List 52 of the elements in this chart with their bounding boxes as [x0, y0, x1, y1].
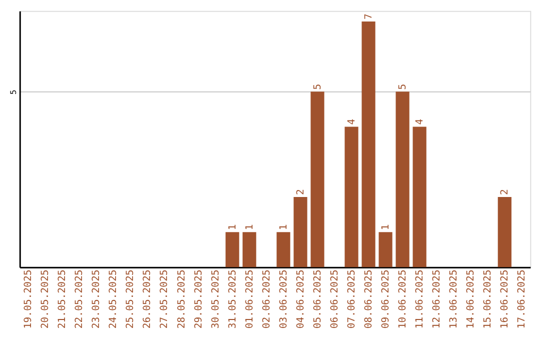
data-label: 5 [312, 84, 324, 90]
x-tick-label: 09.06.2025 [380, 270, 392, 329]
bar [310, 92, 324, 268]
bar [242, 232, 256, 268]
bar [362, 21, 376, 268]
x-tick-label: 28.05.2025 [176, 270, 188, 329]
bar [412, 126, 426, 268]
x-tick-label: 20.05.2025 [40, 270, 52, 329]
bar [396, 92, 410, 268]
x-tick-label: 29.05.2025 [193, 270, 204, 329]
x-tick-label: 08.06.2025 [363, 270, 374, 329]
x-tick-label: 02.06.2025 [261, 270, 272, 329]
data-label: 7 [363, 13, 374, 20]
x-tick-label: 07.06.2025 [346, 270, 358, 329]
bar [226, 232, 240, 268]
x-tick-label: 21.05.2025 [57, 270, 68, 329]
x-tick-label: 17.06.2025 [516, 270, 528, 329]
x-tick-label: 15.06.2025 [482, 270, 494, 329]
x-tick-label: 05.06.2025 [312, 270, 324, 329]
data-label: 1 [278, 224, 290, 230]
x-tick-label: 24.05.2025 [108, 270, 120, 329]
x-tick-label: 31.05.2025 [227, 270, 238, 329]
bar [498, 196, 512, 268]
x-tick-label: 27.05.2025 [159, 270, 170, 329]
x-tick-label: 16.06.2025 [500, 270, 511, 329]
data-label: 1 [244, 224, 256, 230]
x-tick-label: 03.06.2025 [278, 270, 290, 329]
x-tick-label: 19.05.2025 [23, 270, 34, 329]
bar [378, 232, 392, 268]
data-label: 4 [346, 118, 358, 125]
bar [344, 126, 358, 268]
data-label: 1 [380, 224, 392, 230]
x-tick-label: 25.05.2025 [125, 270, 136, 329]
bar [276, 232, 290, 268]
x-tick-label: 01.06.2025 [244, 270, 256, 329]
x-tick-label: 12.06.2025 [432, 270, 443, 329]
x-tick-label: 10.06.2025 [397, 270, 408, 329]
data-label: 4 [414, 118, 426, 125]
x-tick-label: 06.06.2025 [329, 270, 340, 329]
x-tick-label: 04.06.2025 [295, 270, 306, 329]
data-label: 5 [397, 84, 408, 90]
x-tick-label: 30.05.2025 [210, 270, 222, 329]
x-tick-label: 13.06.2025 [448, 270, 460, 329]
x-tick-label: 22.05.2025 [74, 270, 86, 329]
data-label: 2 [500, 189, 511, 195]
x-tick-label: 11.06.2025 [414, 270, 426, 329]
x-tick-label: 23.05.2025 [91, 270, 102, 329]
data-label: 2 [295, 189, 306, 195]
data-label: 1 [227, 224, 238, 230]
x-tick-label: 26.05.2025 [142, 270, 154, 329]
x-tick-label: 14.06.2025 [466, 270, 477, 329]
bar [294, 196, 308, 268]
